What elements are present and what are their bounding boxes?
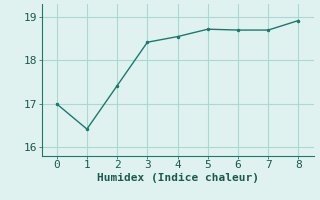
X-axis label: Humidex (Indice chaleur): Humidex (Indice chaleur) [97, 173, 259, 183]
